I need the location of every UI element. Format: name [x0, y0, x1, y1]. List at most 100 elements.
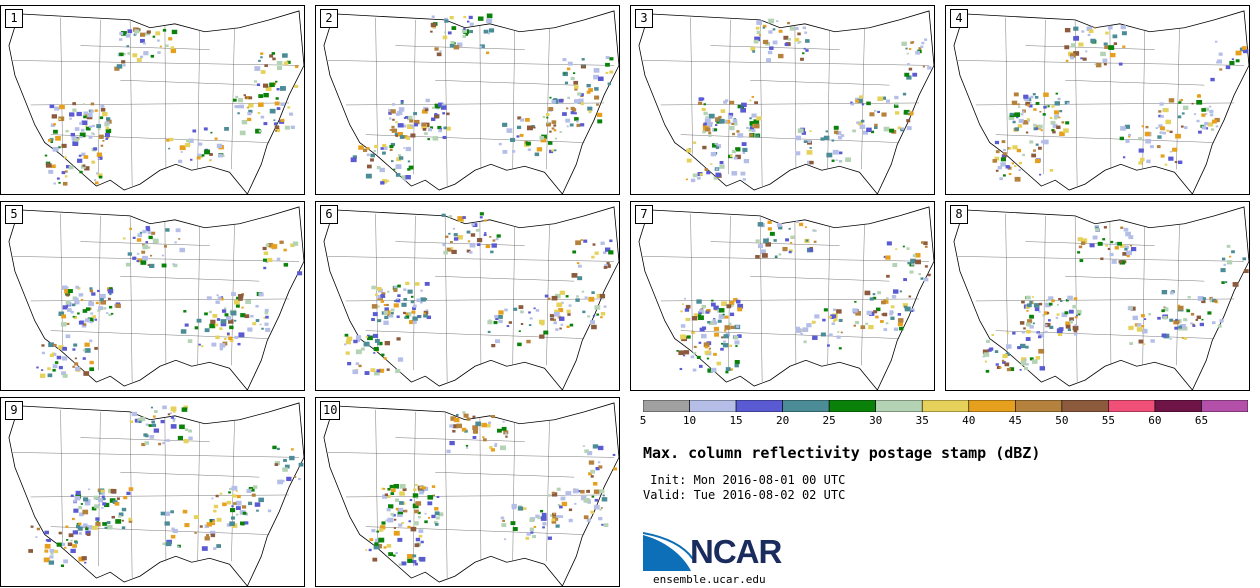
reflectivity-cell — [94, 346, 98, 350]
reflectivity-cell — [477, 243, 481, 247]
reflectivity-cell — [495, 237, 499, 241]
reflectivity-cell — [219, 327, 223, 331]
reflectivity-cell — [1214, 117, 1220, 123]
reflectivity-cell — [566, 125, 569, 128]
reflectivity-cell — [196, 318, 202, 323]
reflectivity-cell — [1064, 45, 1070, 50]
reflectivity-cell — [1209, 113, 1214, 117]
reflectivity-cell — [591, 495, 595, 498]
reflectivity-cell — [908, 111, 914, 116]
colorbar-tick: 55 — [1101, 414, 1115, 427]
reflectivity-cell — [1026, 303, 1032, 308]
reflectivity-cell — [560, 323, 564, 326]
reflectivity-cell — [384, 341, 391, 346]
reflectivity-cell — [286, 476, 292, 482]
reflectivity-cell — [787, 21, 790, 25]
reflectivity-cell — [582, 64, 585, 67]
state-border — [546, 223, 550, 366]
reflectivity-cell — [542, 115, 546, 118]
reflectivity-cell — [1055, 92, 1058, 95]
reflectivity-cell — [407, 160, 411, 163]
reflectivity-cell — [567, 96, 571, 100]
reflectivity-cell — [49, 104, 55, 109]
reflectivity-cell — [1155, 127, 1158, 129]
reflectivity-cell — [597, 461, 601, 464]
reflectivity-cell — [371, 304, 378, 309]
reflectivity-cell — [237, 342, 241, 346]
reflectivity-cell — [1051, 129, 1055, 132]
reflectivity-cell — [99, 116, 104, 120]
member-number: 3 — [635, 9, 653, 28]
reflectivity-cell — [44, 154, 48, 157]
reflectivity-cell — [173, 263, 178, 268]
reflectivity-cell — [53, 343, 57, 347]
reflectivity-cell — [397, 131, 403, 137]
reflectivity-cell — [890, 316, 895, 320]
reflectivity-cell — [1128, 235, 1134, 240]
state-border — [444, 20, 448, 187]
reflectivity-cell — [713, 321, 718, 325]
reflectivity-cell — [104, 526, 108, 530]
reflectivity-cell — [592, 243, 596, 246]
reflectivity-cell — [413, 112, 418, 116]
reflectivity-cell — [456, 42, 463, 47]
reflectivity-cell — [49, 555, 54, 559]
reflectivity-cell — [915, 50, 920, 55]
reflectivity-cell — [877, 110, 880, 114]
reflectivity-cell — [364, 371, 370, 375]
reflectivity-cell — [603, 305, 607, 308]
reflectivity-cell — [1156, 145, 1161, 149]
reflectivity-cell — [129, 420, 134, 424]
reflectivity-cell — [67, 542, 73, 547]
reflectivity-cell — [1089, 243, 1095, 248]
reflectivity-cell — [711, 299, 714, 302]
reflectivity-cell — [374, 144, 379, 149]
reflectivity-cell — [136, 259, 140, 263]
reflectivity-cell — [599, 508, 602, 511]
reflectivity-cell — [718, 308, 725, 313]
reflectivity-cell — [1140, 157, 1145, 162]
reflectivity-cell — [380, 294, 385, 298]
reflectivity-cell — [463, 15, 467, 19]
reflectivity-cell — [72, 544, 77, 548]
reflectivity-cell — [708, 347, 711, 350]
reflectivity-cell — [432, 494, 436, 497]
reflectivity-cell — [97, 173, 103, 178]
reflectivity-cell — [422, 486, 426, 490]
reflectivity-cell — [52, 368, 56, 372]
reflectivity-cell — [487, 320, 493, 325]
reflectivity-cell — [554, 137, 558, 140]
reflectivity-cell — [833, 125, 839, 130]
reflectivity-cell — [61, 371, 66, 376]
reflectivity-cell — [395, 298, 401, 303]
reflectivity-cell — [262, 258, 267, 262]
reflectivity-cell — [194, 326, 199, 330]
reflectivity-cell — [1169, 291, 1174, 295]
reflectivity-cell — [794, 37, 800, 42]
reflectivity-cell — [128, 487, 134, 491]
reflectivity-cell — [724, 99, 729, 102]
reflectivity-cell — [401, 561, 407, 566]
reflectivity-cell — [1232, 282, 1239, 287]
reflectivity-cell — [994, 156, 1000, 161]
reflectivity-cell — [703, 103, 707, 106]
reflectivity-cell — [886, 297, 889, 300]
reflectivity-cell — [588, 88, 593, 92]
reflectivity-cell — [234, 319, 237, 322]
reflectivity-cell — [795, 220, 799, 224]
reflectivity-cell — [398, 123, 404, 128]
state-border — [129, 216, 133, 383]
reflectivity-cell — [591, 255, 595, 259]
reflectivity-cell — [209, 153, 213, 156]
reflectivity-cell — [98, 134, 104, 139]
reflectivity-cell — [586, 489, 590, 493]
colorbar-tick-labels: 5 10 15 20 25 30 35 40 45 50 55 60 65 — [640, 414, 1248, 428]
reflectivity-cell — [1012, 145, 1018, 150]
member-panel-5: 5 — [0, 201, 305, 391]
reflectivity-cell — [446, 112, 450, 116]
state-border — [50, 134, 270, 143]
reflectivity-cell — [806, 323, 812, 328]
reflectivity-cell — [800, 333, 803, 336]
reflectivity-cell — [1025, 337, 1031, 341]
reflectivity-cell — [1119, 243, 1125, 248]
